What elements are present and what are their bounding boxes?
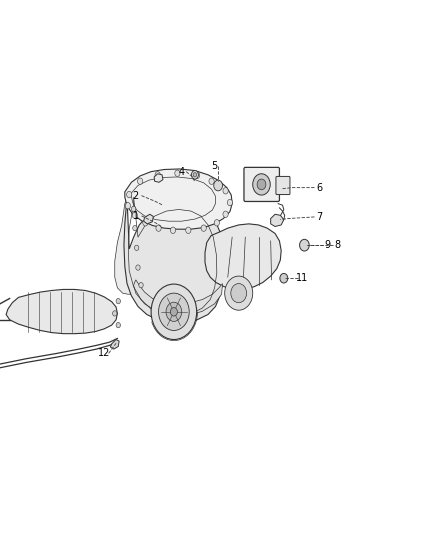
Polygon shape	[205, 224, 281, 289]
Polygon shape	[271, 214, 284, 227]
Circle shape	[116, 298, 120, 304]
Text: 12: 12	[98, 349, 110, 358]
Circle shape	[300, 239, 309, 251]
Polygon shape	[6, 289, 117, 334]
Circle shape	[116, 322, 120, 328]
Text: 1: 1	[133, 211, 139, 221]
Circle shape	[227, 199, 233, 206]
Circle shape	[170, 308, 177, 316]
Circle shape	[223, 188, 228, 194]
FancyBboxPatch shape	[244, 167, 279, 201]
Text: 7: 7	[317, 212, 323, 222]
Circle shape	[214, 220, 219, 226]
Text: 9: 9	[325, 240, 331, 250]
Circle shape	[139, 282, 143, 288]
Text: 11: 11	[296, 273, 308, 283]
FancyBboxPatch shape	[276, 176, 290, 195]
Circle shape	[134, 245, 139, 251]
Circle shape	[133, 225, 137, 231]
Circle shape	[225, 276, 253, 310]
Circle shape	[170, 227, 176, 233]
Circle shape	[223, 211, 228, 217]
Circle shape	[280, 273, 288, 283]
Circle shape	[201, 225, 206, 231]
Circle shape	[257, 179, 266, 190]
Circle shape	[214, 180, 223, 191]
Polygon shape	[110, 340, 119, 349]
Circle shape	[193, 173, 197, 177]
Circle shape	[191, 171, 198, 179]
Circle shape	[156, 225, 161, 231]
Circle shape	[209, 178, 214, 184]
Circle shape	[166, 302, 182, 321]
Polygon shape	[154, 174, 163, 182]
Circle shape	[113, 311, 117, 316]
Circle shape	[186, 227, 191, 233]
Polygon shape	[115, 197, 136, 294]
Circle shape	[194, 172, 200, 179]
Circle shape	[151, 284, 197, 340]
Circle shape	[155, 172, 160, 178]
Text: 8: 8	[334, 240, 340, 250]
Circle shape	[138, 178, 143, 184]
Text: 2: 2	[133, 191, 139, 200]
Circle shape	[159, 293, 189, 330]
Circle shape	[253, 174, 270, 195]
Text: 6: 6	[317, 183, 323, 192]
Polygon shape	[125, 169, 232, 229]
Text: 5: 5	[212, 161, 218, 171]
Circle shape	[132, 212, 138, 219]
Circle shape	[127, 191, 132, 198]
Circle shape	[143, 220, 148, 226]
Text: 4: 4	[179, 167, 185, 176]
Circle shape	[136, 265, 140, 270]
Circle shape	[175, 170, 180, 176]
Circle shape	[231, 284, 247, 303]
Polygon shape	[144, 214, 153, 224]
Polygon shape	[134, 280, 223, 316]
Circle shape	[125, 203, 131, 209]
Polygon shape	[124, 197, 223, 322]
Circle shape	[131, 206, 136, 212]
